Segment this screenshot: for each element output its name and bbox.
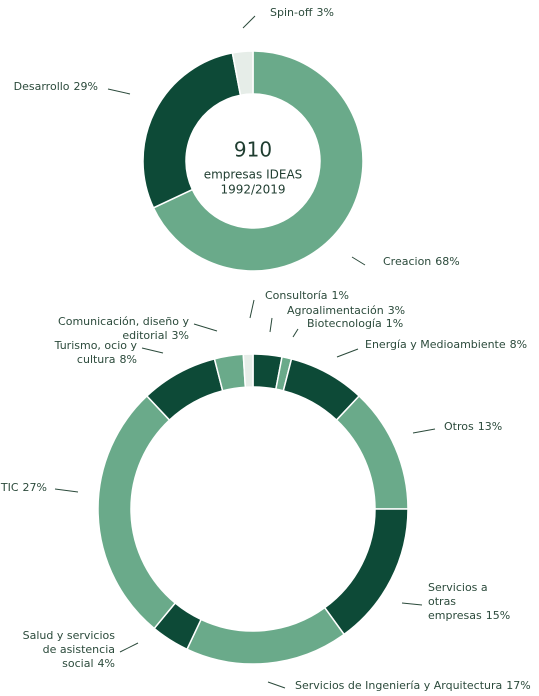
value-label: 4% <box>97 657 115 670</box>
donut-segment <box>152 50 364 272</box>
segment-label: Otros 13% <box>444 420 502 434</box>
value-label: 1% <box>385 317 404 330</box>
value-label: 3% <box>316 6 334 19</box>
category-name: TIC <box>0 481 19 494</box>
segment-label: Creacion 68% <box>383 255 460 269</box>
donut-segment <box>186 606 346 665</box>
category-name: Otros <box>444 420 474 433</box>
value-label: 13% <box>477 420 503 433</box>
category-name: Servicios de Ingeniería y Arquitectura <box>295 679 503 692</box>
leader-line <box>249 299 255 319</box>
center-text: empresas IDEAS <box>204 168 303 182</box>
leader-line <box>267 681 286 689</box>
segment-label: Consultoría 1% <box>265 289 349 303</box>
leader-line <box>107 88 131 95</box>
category-name: Energía y Medioambiente <box>365 338 506 351</box>
value-label: 68% <box>435 255 460 268</box>
donut-segment <box>142 52 242 209</box>
leader-line <box>141 347 164 354</box>
segment-label: Servicios de Ingeniería y Arquitectura 17… <box>295 679 531 693</box>
category-name: Turismo, ocio y cultura <box>54 339 137 366</box>
leader-line <box>242 15 256 29</box>
leader-line <box>351 256 366 266</box>
donut-segment <box>335 394 409 510</box>
value-label: 1% <box>331 289 349 302</box>
segment-label: Agroalimentación 3% <box>287 304 405 318</box>
category-name: Salud y servicios de asistencia social <box>22 629 115 670</box>
segment-label: Desarrollo 29% <box>14 80 98 94</box>
leader-line <box>54 488 79 493</box>
value-label: 8% <box>509 338 528 351</box>
segment-label: Turismo, ocio y cultura 8% <box>0 339 137 367</box>
value-label: 17% <box>506 679 531 692</box>
category-name: Biotecnología <box>307 317 382 330</box>
value-label: 27% <box>22 481 47 494</box>
segment-label: Servicios a otras empresas 15% <box>428 581 539 623</box>
category-name: Spin-off <box>270 6 313 19</box>
category-name: Comunicación, diseño y editorial <box>58 315 189 342</box>
category-name: Consultoría <box>265 289 328 302</box>
leader-line <box>119 642 139 653</box>
leader-line <box>292 328 299 338</box>
leader-line <box>412 428 436 434</box>
segment-label: TIC 27% <box>1 481 47 495</box>
category-name: Agroalimentación <box>287 304 384 317</box>
leader-line <box>336 348 359 358</box>
center-text: 910 <box>234 138 272 162</box>
leader-line <box>193 323 218 332</box>
segment-label: Salud y servicios de asistencia social 4% <box>0 629 115 671</box>
donut-segment <box>231 50 254 97</box>
leader-line <box>269 317 273 333</box>
category-name: Servicios a otras empresas <box>428 581 488 622</box>
segment-label: Biotecnología 1% <box>307 317 403 331</box>
segment-label: Energía y Medioambiente 8% <box>365 338 527 352</box>
value-label: 29% <box>73 80 98 93</box>
center-text: 1992/2019 <box>220 183 285 197</box>
segment-label: Spin-off 3% <box>270 6 334 20</box>
donut-segment <box>242 353 254 389</box>
leader-line <box>401 602 423 606</box>
donut-segment <box>97 394 177 630</box>
value-label: 3% <box>171 329 189 342</box>
category-name: Desarrollo <box>13 80 70 93</box>
value-label: 8% <box>119 353 137 366</box>
value-label: 15% <box>485 609 511 622</box>
segment-label: Comunicación, diseño y editorial 3% <box>0 315 189 343</box>
category-name: Creacion <box>383 255 432 268</box>
value-label: 3% <box>387 304 406 317</box>
donut-segment <box>323 508 409 636</box>
